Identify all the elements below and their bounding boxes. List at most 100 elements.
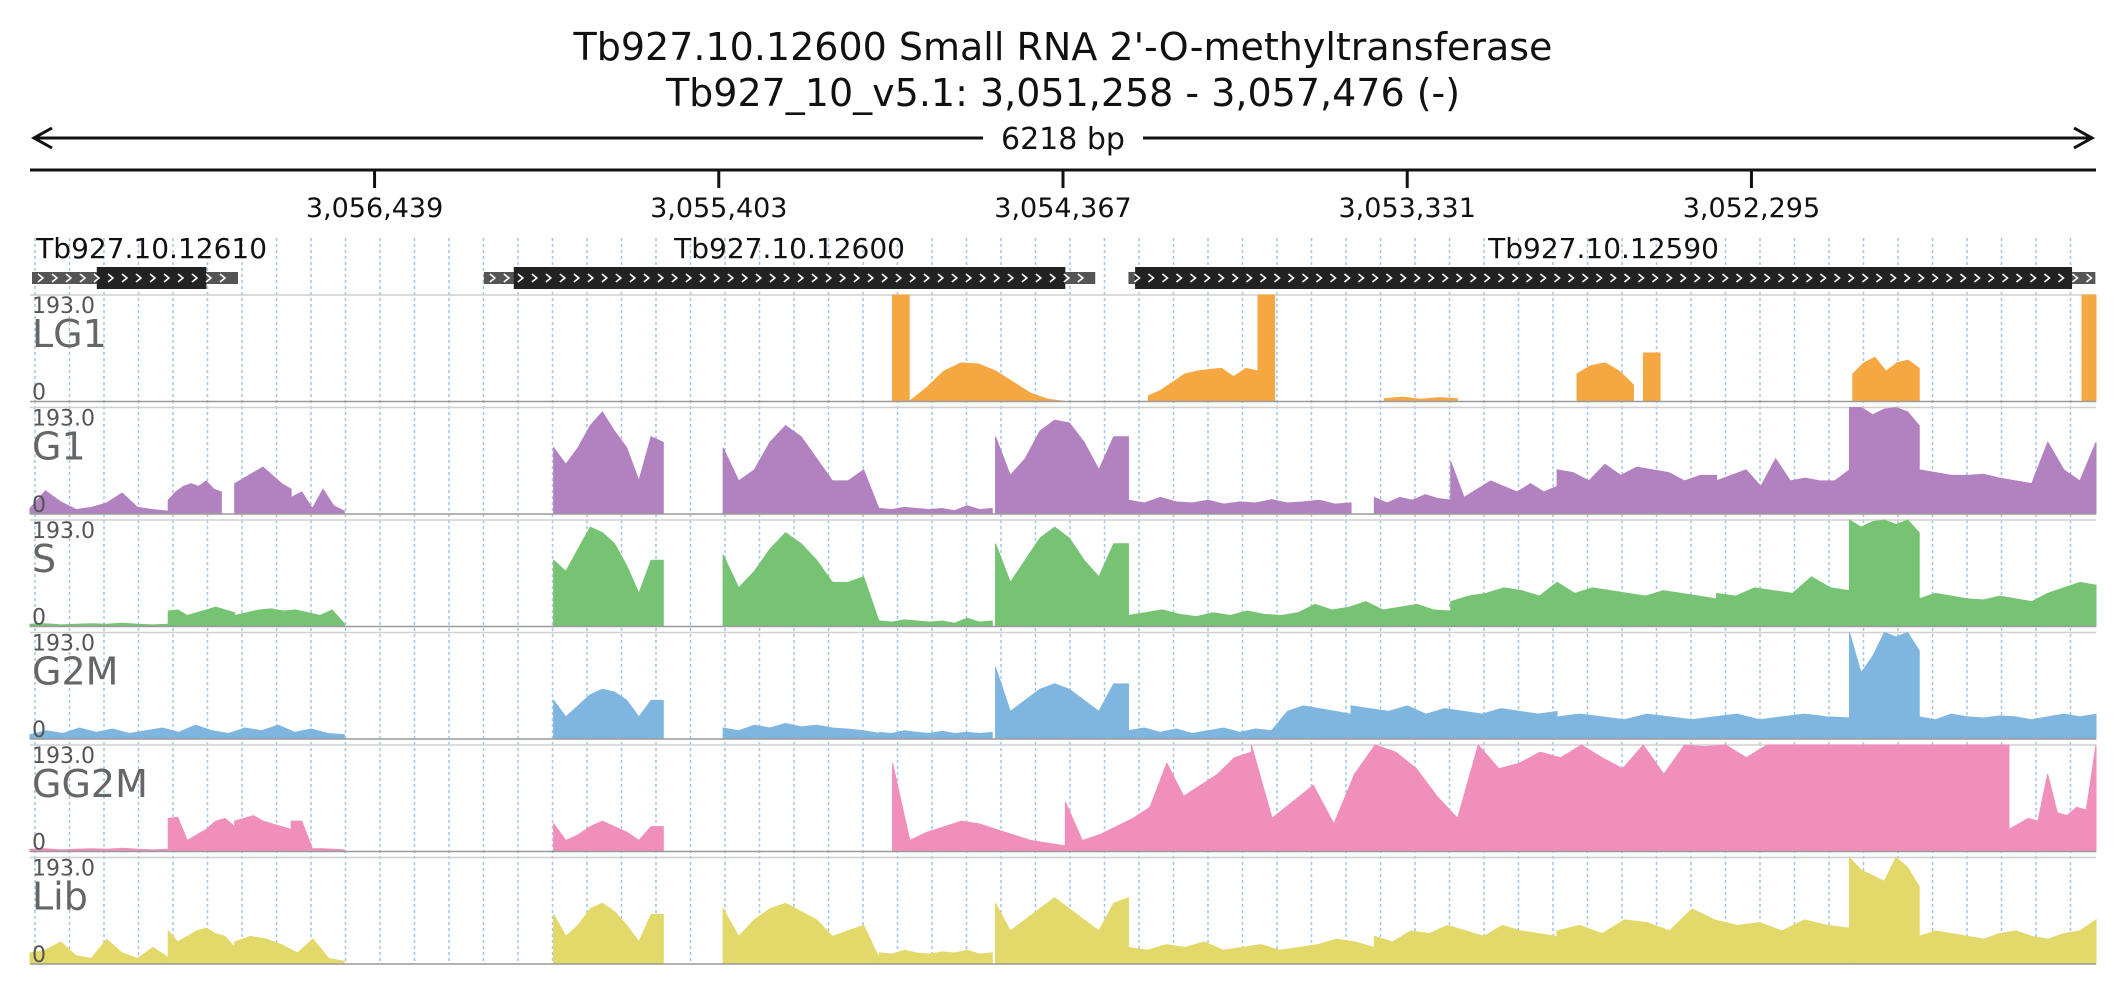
- coordinate-axis: 3,056,439 3,055,403 3,054,367 3,053,331 3,05…: [30, 168, 2096, 224]
- tick-label: 3,056,439: [306, 193, 443, 224]
- coverage-area: [234, 608, 345, 627]
- coverage-area: [1127, 938, 1375, 965]
- coverage-area: [1064, 751, 1252, 852]
- track-min-label: 0: [32, 381, 46, 406]
- coverage-area: [1556, 908, 1850, 965]
- coverage-area: [1848, 519, 1920, 627]
- coverage-area: [1918, 441, 2097, 515]
- track-gg2m: 193.0 0 GG2M: [29, 743, 2097, 856]
- track-max-label: 193.0: [32, 744, 95, 769]
- track-min-label: 0: [32, 493, 46, 518]
- coverage-area: [290, 488, 345, 515]
- coverage-area: [892, 763, 1066, 852]
- coverage-area: [1450, 461, 1558, 515]
- span-label: 6218 bp: [1001, 122, 1125, 157]
- coverage-area: [1373, 494, 1452, 515]
- coverage-area: [878, 617, 993, 627]
- coverage-area: [290, 820, 345, 852]
- coverage-area: [1918, 581, 2097, 627]
- track-lib: 193.0 0 Lib: [29, 856, 2097, 968]
- coverage-area: [1127, 601, 1452, 627]
- coverage-area: [2081, 294, 2097, 402]
- coverage-area: [1848, 406, 1920, 515]
- gene-cds: [1135, 267, 2073, 289]
- tick-label: 3,052,295: [1683, 193, 1820, 224]
- region-span: 6218 bp: [30, 122, 2096, 157]
- gene-strand-chevrons: [489, 273, 1085, 283]
- coverage-area: [1450, 581, 1718, 627]
- track-g1: 193.0 0 G1: [29, 406, 2097, 518]
- gene-strand-chevrons: [37, 273, 227, 283]
- tick-label: 3,054,367: [994, 193, 1131, 224]
- track-max-label: 193.0: [32, 857, 95, 882]
- coverage-area: [29, 938, 169, 965]
- coverage-area: [1373, 924, 1558, 965]
- coverage-area: [553, 902, 664, 965]
- track-name: S: [32, 537, 56, 581]
- coverage-area: [1848, 856, 1920, 965]
- coverage-area: [1250, 743, 1850, 852]
- tick-label: 3,053,331: [1339, 193, 1476, 224]
- coverage-area: [2008, 744, 2097, 852]
- coverage-area: [1147, 367, 1259, 402]
- track-name: LG1: [32, 312, 107, 356]
- track-name: Lib: [32, 875, 88, 919]
- coverage-area: [553, 411, 664, 515]
- track-name: G1: [32, 425, 86, 469]
- coverage-area: [1848, 631, 1920, 740]
- coverage-area: [167, 927, 236, 965]
- coverage-area: [1848, 744, 2010, 852]
- coverage-area: [234, 935, 345, 965]
- coverage-area: [234, 466, 292, 515]
- chart-subtitle: Tb927_10_v5.1: 3,051,258 - 3,057,476 (-): [665, 71, 1461, 115]
- track-min-label: 0: [32, 606, 46, 631]
- coverage-area: [722, 425, 880, 515]
- track-min-label: 0: [32, 943, 46, 968]
- track-max-label: 193.0: [32, 632, 95, 657]
- coverage-area: [878, 949, 993, 965]
- coverage-area: [878, 505, 993, 515]
- coverage-area: [1642, 352, 1661, 402]
- coverage-area: [1576, 362, 1634, 402]
- coverage-area: [234, 815, 292, 852]
- track-g2m: 193.0 0 G2M: [29, 631, 2097, 743]
- coverage-area: [1257, 294, 1276, 402]
- coverage-area: [878, 730, 993, 740]
- track-lg1: 193.0 0 LG1: [30, 294, 2097, 406]
- coverage-area: [1556, 713, 1850, 740]
- track-s: 193.0 0 S: [29, 519, 2097, 631]
- coverage-tracks: 193.00LG1193.00G1193.00S193.00G2M193.00G…: [29, 294, 2097, 968]
- coverage-area: [722, 723, 880, 740]
- coverage-area: [722, 532, 880, 627]
- gene-strand-chevrons: [1133, 273, 2093, 283]
- coverage-area: [167, 816, 236, 852]
- coverage-area: [995, 419, 1129, 515]
- coverage-area: [553, 820, 664, 852]
- coverage-area: [1716, 576, 1850, 627]
- coverage-area: [29, 724, 345, 740]
- coverage-area: [1127, 705, 1352, 740]
- coverage-area: [167, 480, 222, 515]
- gene-label: Tb927.10.12600: [673, 232, 905, 265]
- gene-models: Tb927.10.12610 Tb927.10.12600 Tb927.10.125…: [31, 232, 2096, 289]
- coverage-area: [167, 606, 236, 627]
- track-name: G2M: [32, 650, 118, 694]
- coverage-area: [1852, 356, 1920, 402]
- tick-label: 3,055,403: [650, 193, 787, 224]
- track-name: GG2M: [32, 762, 148, 806]
- coverage-area: [1918, 713, 2097, 740]
- coverage-area: [1350, 705, 1558, 740]
- chart-title: Tb927.10.12600 Small RNA 2'-O-methyltran…: [573, 25, 1553, 69]
- coverage-area: [1556, 463, 1718, 515]
- coverage-area: [553, 526, 664, 627]
- coverage-area: [553, 688, 664, 740]
- track-min-label: 0: [32, 831, 46, 856]
- span-arrow-right: [2073, 126, 2096, 150]
- track-max-label: 193.0: [32, 294, 95, 319]
- track-min-label: 0: [32, 718, 46, 743]
- coverage-area: [1918, 918, 2097, 965]
- coverage-area: [29, 490, 169, 515]
- coverage-area: [892, 294, 910, 402]
- gene-label: Tb927.10.12590: [1487, 232, 1719, 265]
